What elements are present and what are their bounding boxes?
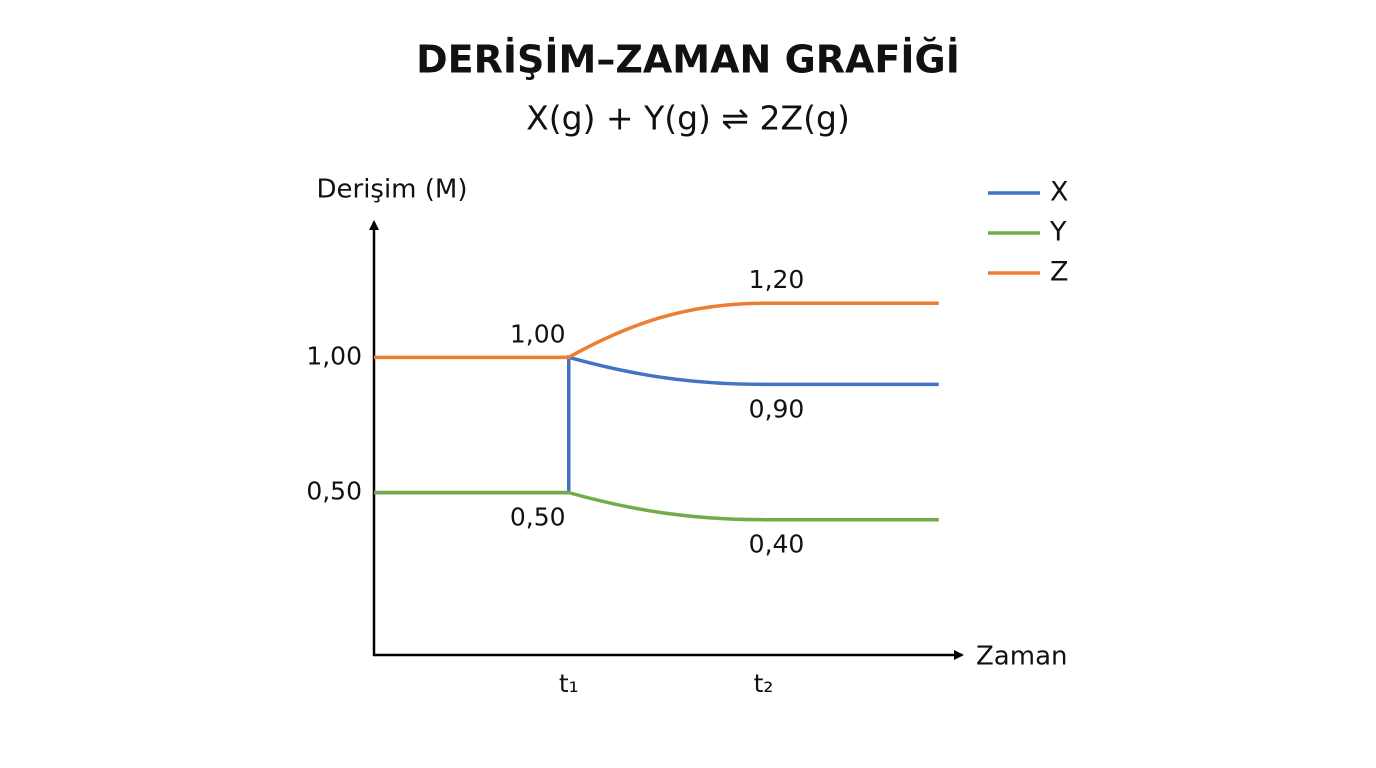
data-label: 1,00 (510, 319, 566, 348)
chart-title: DERİŞİM–ZAMAN GRAFİĞİ (416, 38, 960, 82)
series-line (374, 490, 939, 522)
legend-label: Z (1050, 257, 1069, 288)
series-line (374, 301, 939, 360)
data-label: 1,20 (749, 265, 805, 294)
data-label: 0,50 (510, 503, 566, 532)
legend-label: Y (1049, 217, 1067, 248)
legend-label: X (1050, 177, 1069, 208)
y-axis-label: Derişim (M) (316, 175, 467, 205)
series-line (374, 355, 939, 495)
data-label: 0,40 (749, 530, 805, 559)
x-tick-label: t₂ (754, 669, 774, 698)
x-tick-label: t₁ (559, 669, 579, 698)
x-axis-label: Zaman (976, 642, 1067, 672)
chart-subtitle: X(g) + Y(g) ⇌ 2Z(g) (526, 99, 850, 138)
y-tick-label: 0,50 (306, 477, 362, 506)
data-label: 0,90 (749, 394, 805, 423)
y-tick-label: 1,00 (306, 341, 362, 370)
